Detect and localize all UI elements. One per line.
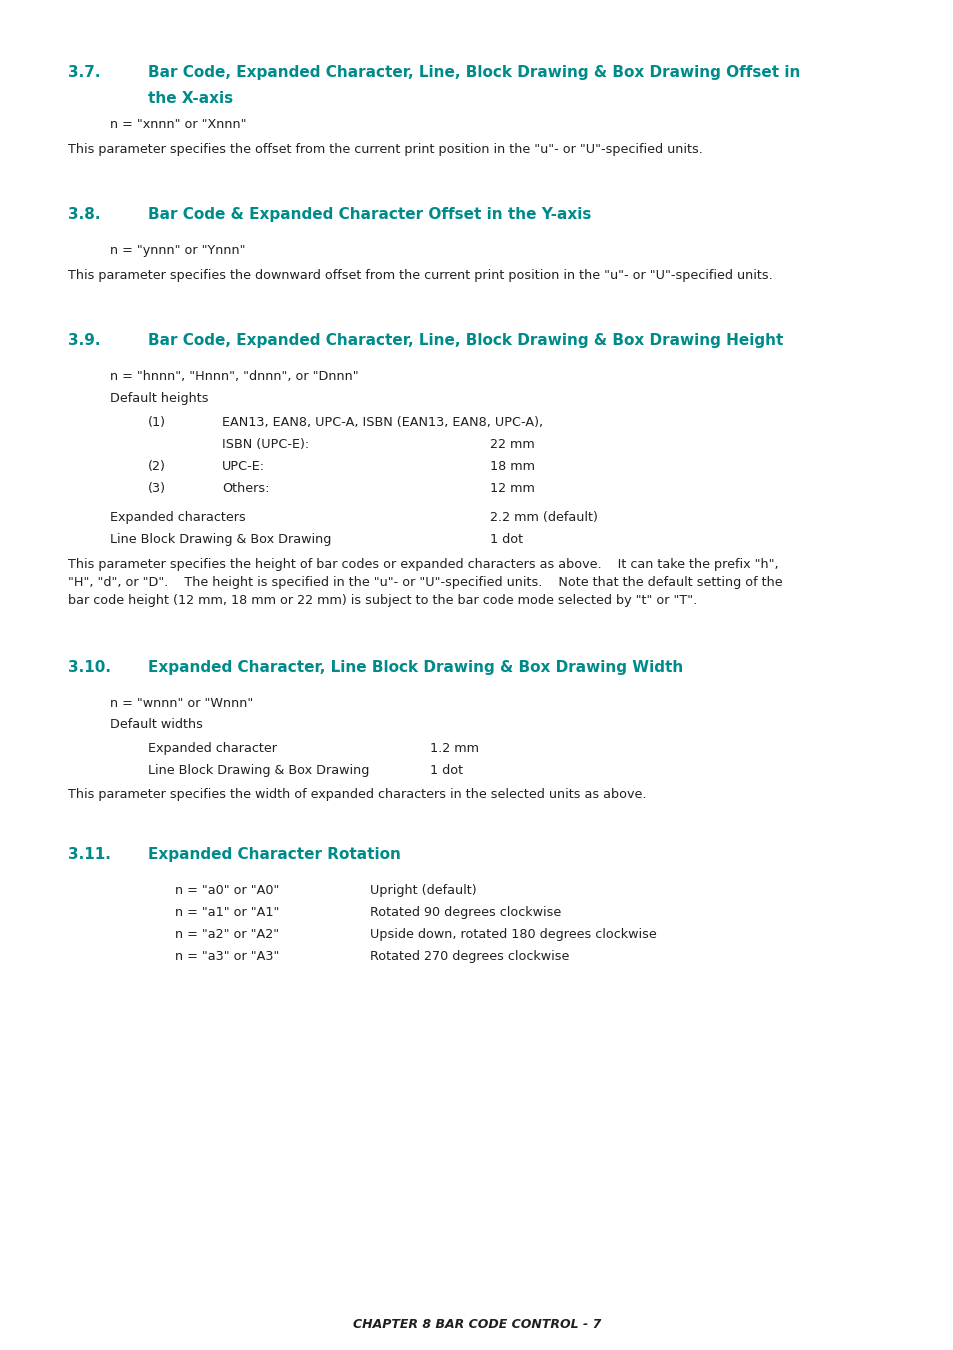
Text: (1): (1) — [148, 416, 166, 429]
Text: 12 mm: 12 mm — [490, 482, 535, 495]
Text: (2): (2) — [148, 460, 166, 472]
Text: Others:: Others: — [222, 482, 269, 495]
Text: Line Block Drawing & Box Drawing: Line Block Drawing & Box Drawing — [148, 764, 369, 778]
Text: This parameter specifies the height of bar codes or expanded characters as above: This parameter specifies the height of b… — [68, 558, 781, 608]
Text: 18 mm: 18 mm — [490, 460, 535, 472]
Text: n = "a3" or "A3": n = "a3" or "A3" — [174, 950, 279, 963]
Text: Upside down, rotated 180 degrees clockwise: Upside down, rotated 180 degrees clockwi… — [370, 927, 656, 941]
Text: 3.8.: 3.8. — [68, 207, 100, 221]
Text: 1 dot: 1 dot — [430, 764, 462, 778]
Text: 2.2 mm (default): 2.2 mm (default) — [490, 512, 598, 524]
Text: n = "a1" or "A1": n = "a1" or "A1" — [174, 906, 279, 919]
Text: UPC-E:: UPC-E: — [222, 460, 265, 472]
Text: n = "xnnn" or "Xnnn": n = "xnnn" or "Xnnn" — [110, 117, 246, 131]
Text: the X-axis: the X-axis — [148, 90, 233, 105]
Text: 3.9.: 3.9. — [68, 333, 100, 348]
Text: 3.7.: 3.7. — [68, 65, 100, 80]
Text: n = "a0" or "A0": n = "a0" or "A0" — [174, 884, 279, 896]
Text: Upright (default): Upright (default) — [370, 884, 476, 896]
Text: n = "hnnn", "Hnnn", "dnnn", or "Dnnn": n = "hnnn", "Hnnn", "dnnn", or "Dnnn" — [110, 370, 358, 383]
Text: EAN13, EAN8, UPC-A, ISBN (EAN13, EAN8, UPC-A),: EAN13, EAN8, UPC-A, ISBN (EAN13, EAN8, U… — [222, 416, 542, 429]
Text: (3): (3) — [148, 482, 166, 495]
Text: Rotated 270 degrees clockwise: Rotated 270 degrees clockwise — [370, 950, 569, 963]
Text: 3.10.: 3.10. — [68, 660, 111, 675]
Text: This parameter specifies the downward offset from the current print position in : This parameter specifies the downward of… — [68, 269, 772, 282]
Text: 1.2 mm: 1.2 mm — [430, 743, 478, 755]
Text: 3.11.: 3.11. — [68, 846, 111, 863]
Text: Bar Code, Expanded Character, Line, Block Drawing & Box Drawing Offset in: Bar Code, Expanded Character, Line, Bloc… — [148, 65, 800, 80]
Text: Bar Code & Expanded Character Offset in the Y-axis: Bar Code & Expanded Character Offset in … — [148, 207, 591, 221]
Text: Expanded Character, Line Block Drawing & Box Drawing Width: Expanded Character, Line Block Drawing &… — [148, 660, 682, 675]
Text: This parameter specifies the offset from the current print position in the "u"- : This parameter specifies the offset from… — [68, 143, 702, 157]
Text: 1 dot: 1 dot — [490, 533, 522, 545]
Text: Expanded character: Expanded character — [148, 743, 276, 755]
Text: Default heights: Default heights — [110, 392, 209, 405]
Text: ISBN (UPC-E):: ISBN (UPC-E): — [222, 437, 309, 451]
Text: n = "wnnn" or "Wnnn": n = "wnnn" or "Wnnn" — [110, 697, 253, 710]
Text: CHAPTER 8 BAR CODE CONTROL - 7: CHAPTER 8 BAR CODE CONTROL - 7 — [353, 1318, 600, 1331]
Text: 22 mm: 22 mm — [490, 437, 535, 451]
Text: Line Block Drawing & Box Drawing: Line Block Drawing & Box Drawing — [110, 533, 331, 545]
Text: Bar Code, Expanded Character, Line, Block Drawing & Box Drawing Height: Bar Code, Expanded Character, Line, Bloc… — [148, 333, 782, 348]
Text: Expanded characters: Expanded characters — [110, 512, 246, 524]
Text: Default widths: Default widths — [110, 718, 203, 730]
Text: Rotated 90 degrees clockwise: Rotated 90 degrees clockwise — [370, 906, 560, 919]
Text: n = "ynnn" or "Ynnn": n = "ynnn" or "Ynnn" — [110, 244, 245, 256]
Text: Expanded Character Rotation: Expanded Character Rotation — [148, 846, 400, 863]
Text: This parameter specifies the width of expanded characters in the selected units : This parameter specifies the width of ex… — [68, 788, 646, 801]
Text: n = "a2" or "A2": n = "a2" or "A2" — [174, 927, 279, 941]
